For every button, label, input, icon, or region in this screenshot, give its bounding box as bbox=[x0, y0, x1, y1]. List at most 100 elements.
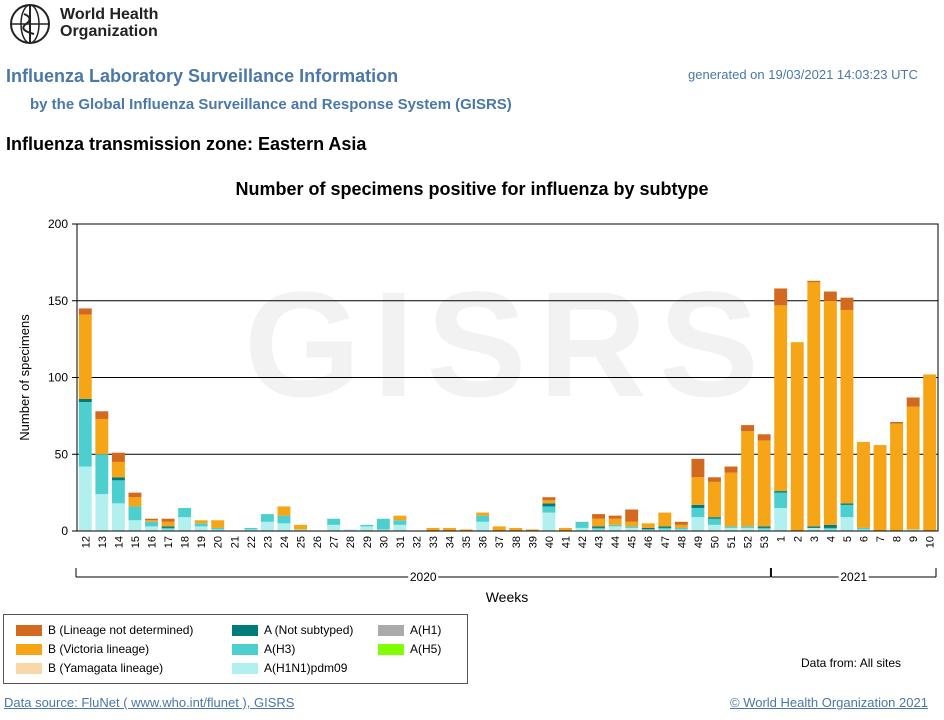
x-tick-label: 36 bbox=[478, 536, 490, 548]
bar-segment bbox=[741, 526, 755, 528]
legend-item: B (Yamagata lineage) bbox=[16, 661, 163, 675]
legend-swatch bbox=[16, 662, 42, 674]
legend-item: A (Not subtyped) bbox=[232, 623, 353, 637]
bar-segment bbox=[78, 402, 92, 467]
bar-segment bbox=[857, 529, 870, 531]
bar-segment bbox=[790, 342, 804, 531]
x-tick-label: 50 bbox=[709, 536, 721, 548]
bar-segment bbox=[592, 527, 606, 530]
page-subtitle: by the Global Influenza Surveillance and… bbox=[30, 96, 512, 113]
bar-segment bbox=[277, 515, 291, 524]
bar-segment bbox=[161, 529, 175, 531]
bar-segment bbox=[542, 506, 556, 513]
x-tick-label: 37 bbox=[494, 536, 506, 548]
bar-segment bbox=[95, 411, 109, 419]
who-logo-text: World Health Organization bbox=[60, 6, 158, 40]
bar-segment bbox=[625, 526, 639, 528]
bar-segment bbox=[592, 526, 606, 528]
bar-segment bbox=[294, 529, 307, 531]
bar-segment bbox=[592, 514, 606, 519]
bar-segment bbox=[244, 529, 258, 531]
bar-segment bbox=[277, 523, 291, 531]
x-tick-label: 23 bbox=[262, 536, 274, 548]
bar-segment bbox=[757, 529, 771, 531]
legend-swatch bbox=[378, 643, 404, 655]
bar-segment bbox=[823, 300, 837, 525]
bar-segment bbox=[724, 526, 738, 528]
bar-segment bbox=[542, 497, 556, 501]
bar-segment bbox=[708, 477, 721, 482]
bar-segment bbox=[658, 527, 672, 530]
bar-segment bbox=[542, 503, 556, 507]
bar-segment bbox=[476, 521, 490, 531]
legend-swatch bbox=[16, 624, 42, 636]
bar-segment bbox=[741, 425, 755, 432]
who-emblem-icon bbox=[10, 4, 50, 44]
bar-segment bbox=[128, 492, 142, 498]
x-tick-label: 51 bbox=[726, 536, 738, 548]
bar-segment bbox=[873, 445, 887, 531]
bar-segment bbox=[161, 521, 175, 527]
bar-segment bbox=[78, 466, 92, 531]
x-tick-label: 25 bbox=[296, 536, 308, 548]
bar-segment bbox=[244, 527, 258, 530]
bar-segment bbox=[840, 309, 854, 504]
bar-segment bbox=[128, 497, 142, 507]
bar-segment bbox=[708, 481, 721, 518]
x-tick-label: 20 bbox=[213, 536, 225, 548]
legend-swatch bbox=[232, 624, 258, 636]
x-tick-label: 29 bbox=[362, 536, 374, 548]
bar-segment bbox=[327, 518, 341, 525]
x-tick-label: 5 bbox=[842, 536, 854, 542]
bar-segment bbox=[757, 526, 771, 528]
bar-segment bbox=[294, 524, 307, 530]
logo-text-line1: World Health bbox=[60, 6, 159, 23]
legend-label: A(H3) bbox=[264, 642, 296, 656]
x-tick-label: 44 bbox=[610, 536, 622, 548]
bar-segment bbox=[625, 527, 639, 531]
legend-item: B (Lineage not determined) bbox=[16, 623, 193, 637]
bar-segment bbox=[194, 523, 208, 527]
bar-segment bbox=[774, 305, 788, 492]
bar-segment bbox=[327, 524, 341, 531]
year-label-bg bbox=[408, 570, 439, 584]
legend-swatch bbox=[16, 643, 42, 655]
x-tick-label: 16 bbox=[147, 536, 159, 548]
bar-segment bbox=[95, 418, 109, 455]
bar-segment bbox=[625, 521, 639, 527]
bar-segment bbox=[260, 521, 274, 531]
bar-segment bbox=[360, 524, 374, 527]
legend-swatch bbox=[232, 643, 258, 655]
legend-label: B (Victoria lineage) bbox=[48, 642, 150, 656]
x-tick-label: 13 bbox=[97, 536, 109, 548]
legend-label: A(H1N1)pdm09 bbox=[264, 661, 348, 675]
bar-segment bbox=[277, 506, 291, 516]
x-tick-label: 6 bbox=[858, 536, 870, 542]
bar-segment bbox=[691, 507, 705, 518]
x-tick-label: 34 bbox=[445, 536, 457, 548]
copyright-link[interactable]: © World Health Organization 2021 bbox=[730, 695, 928, 710]
bar-segment bbox=[393, 515, 407, 521]
bar-segment bbox=[807, 282, 821, 527]
x-tick-label: 46 bbox=[643, 536, 655, 548]
year-label-bg bbox=[838, 570, 869, 584]
bar-segment bbox=[807, 527, 821, 531]
bar-segment bbox=[757, 440, 771, 527]
x-tick-label: 27 bbox=[329, 536, 341, 548]
bar-segment bbox=[111, 452, 125, 462]
bar-segment bbox=[741, 431, 755, 527]
who-logo bbox=[4, 2, 164, 46]
bar-segment bbox=[161, 518, 175, 522]
bar-segment bbox=[608, 518, 622, 525]
bar-segment bbox=[211, 527, 225, 530]
x-tick-label: 18 bbox=[180, 536, 192, 548]
data-source-link[interactable]: Data source: FluNet ( www.who.int/flunet… bbox=[4, 695, 295, 710]
bar-segment bbox=[708, 524, 721, 531]
bar-segment bbox=[807, 526, 821, 528]
bar-segment bbox=[774, 507, 788, 531]
x-tick-label: 4 bbox=[825, 536, 837, 542]
x-tick-label: 14 bbox=[113, 536, 125, 548]
bar-segment bbox=[674, 521, 688, 525]
bar-segment bbox=[194, 526, 208, 531]
bar-segment bbox=[459, 529, 473, 531]
